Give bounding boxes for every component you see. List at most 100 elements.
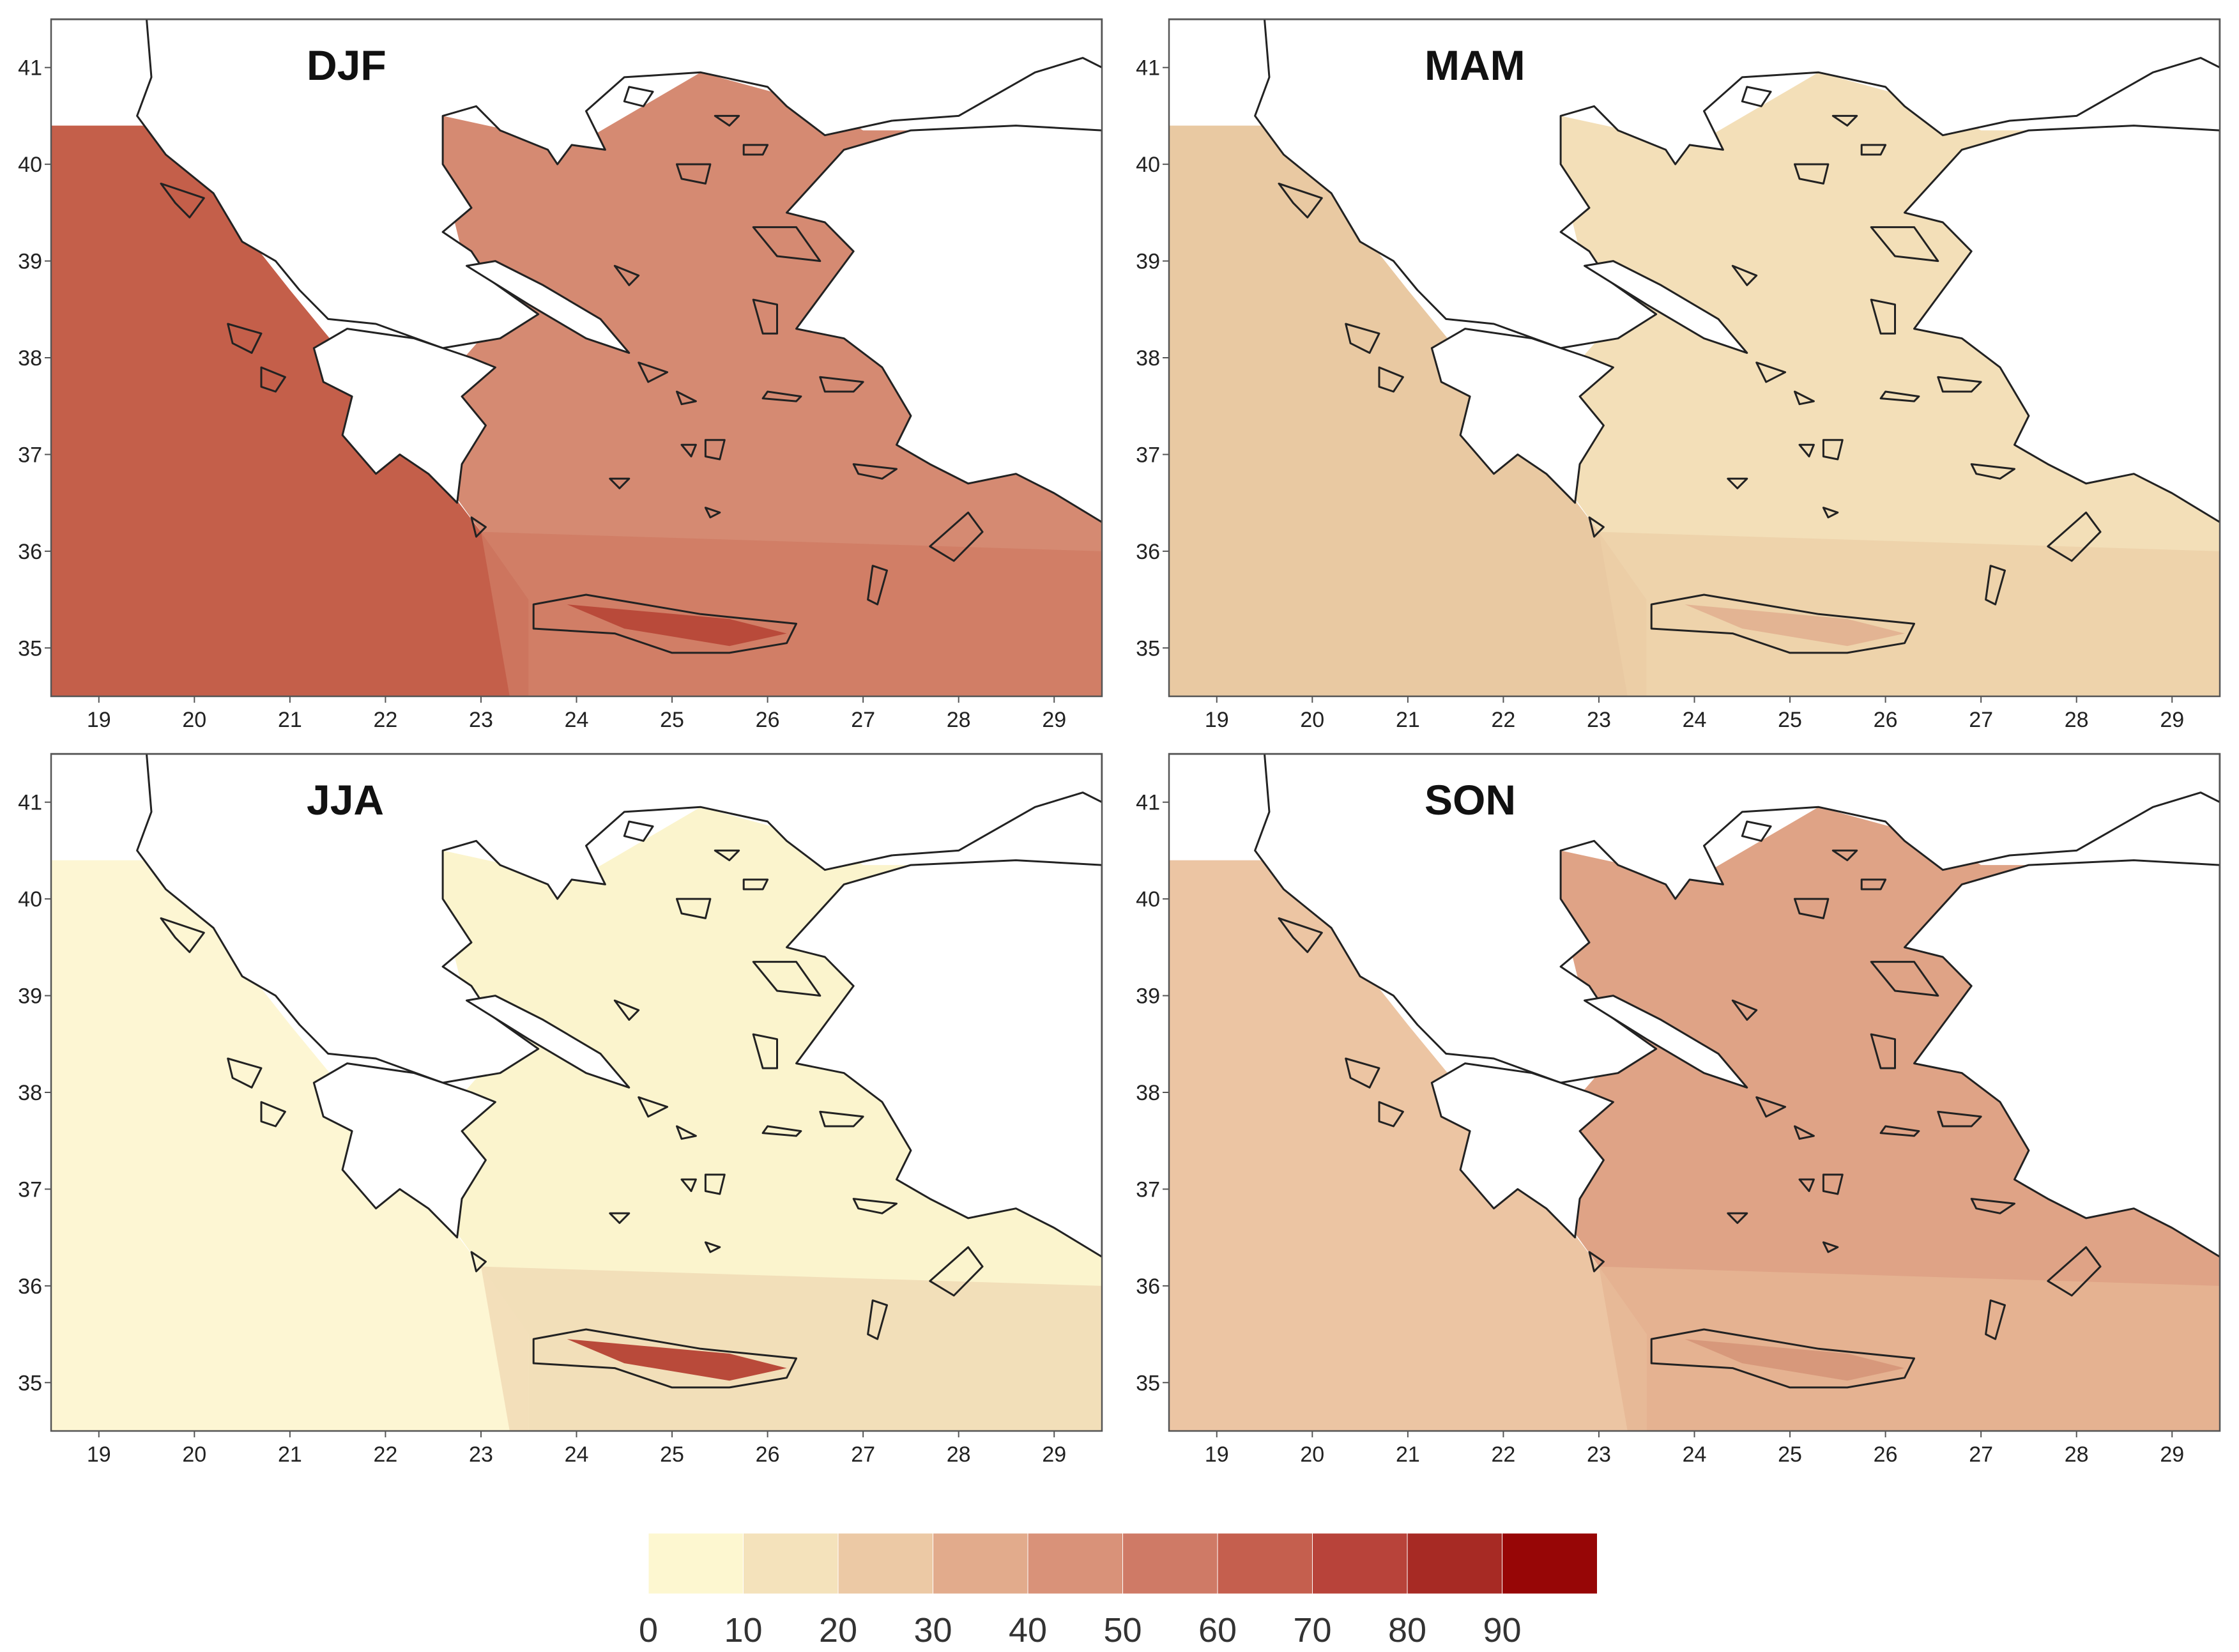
x-tick-label: 29: [2160, 708, 2184, 732]
colorbar-tick-label: 90: [1483, 1611, 1521, 1649]
island-outline: [676, 390, 697, 406]
island-outline: [752, 961, 821, 997]
sea-west-field: [51, 125, 529, 696]
island-outline: [819, 1110, 864, 1128]
island-outline: [1822, 507, 1839, 519]
colorbar-swatch: [1217, 1533, 1313, 1595]
south-sea-field: [481, 1266, 1102, 1431]
island-outline: [852, 463, 898, 480]
x-tick-label: 24: [1683, 1442, 1707, 1467]
land-outline: [1904, 125, 2220, 523]
island-outline: [752, 1033, 778, 1069]
x-tick-label: 28: [2065, 708, 2089, 732]
x-tick-label: 27: [851, 1442, 875, 1467]
y-tick-label: 38: [1136, 1081, 1160, 1105]
colorbar-tick-label: 70: [1293, 1611, 1331, 1649]
crete-hotspot: [567, 604, 787, 646]
season-label: DJF: [307, 42, 386, 89]
island-outline: [867, 1299, 888, 1340]
crete-outline: [532, 1328, 797, 1389]
island-outline: [1879, 1125, 1920, 1137]
island-outline: [704, 1174, 726, 1195]
x-tick-label: 28: [947, 1442, 971, 1467]
island-outline: [1860, 144, 1887, 156]
x-tick-label: 19: [87, 1442, 111, 1467]
island-outline: [1822, 1241, 1839, 1253]
crete-hotspot: [1685, 604, 1905, 646]
y-tick-label: 39: [18, 250, 42, 274]
x-tick-label: 24: [565, 708, 589, 732]
land-outline: [1904, 859, 2220, 1258]
field-son: [1169, 754, 2220, 1431]
y-tick-label: 40: [1136, 153, 1160, 177]
island-outline: [1937, 1110, 1982, 1128]
island-outline: [609, 1212, 630, 1224]
land-outline: [312, 1062, 496, 1239]
island-outline: [752, 298, 778, 335]
island-outline: [1794, 1125, 1815, 1140]
island-outline: [1831, 114, 1858, 127]
south-sea-field: [1599, 532, 2220, 696]
map-panel-jja: 19 20 21 22 23 24 25 26 27 28 29 35 36 37 38 39 40 41 JJA: [18, 753, 1103, 1467]
x-tick-label: 23: [469, 1442, 493, 1467]
y-tick-label: 37: [18, 443, 42, 467]
island-outline: [1831, 849, 1858, 862]
land-outline: [786, 125, 1102, 523]
island-outline: [623, 86, 654, 107]
y-tick-label: 40: [18, 153, 42, 177]
land-outline: [1169, 19, 2220, 349]
island-outline: [704, 439, 726, 461]
island-outline: [676, 1125, 697, 1140]
island-outline: [638, 1096, 669, 1118]
colorbar-swatch: [1502, 1533, 1598, 1595]
y-tick-label: 37: [18, 1177, 42, 1202]
y-tick-label: 35: [1136, 1371, 1160, 1395]
x-tick-label: 29: [1042, 708, 1066, 732]
island-outline: [1741, 820, 1772, 842]
field-mam: [1169, 19, 2220, 696]
island-outline: [761, 390, 802, 402]
island-outline: [609, 477, 630, 489]
field-djf: [51, 19, 1102, 696]
y-tick-label: 41: [18, 56, 42, 80]
island-outline: [1794, 163, 1830, 185]
y-tick-label: 35: [18, 1371, 42, 1395]
land-outline: [466, 995, 630, 1089]
island-outline: [260, 1101, 286, 1128]
x-tick-label: 28: [947, 708, 971, 732]
island-outline: [1378, 366, 1404, 393]
x-tick-label: 25: [660, 708, 684, 732]
island-outline: [1879, 390, 1920, 402]
x-tick-label: 25: [1778, 1442, 1802, 1467]
land-outline: [1430, 328, 1614, 504]
land-outline: [1430, 1062, 1614, 1239]
island-outline: [1937, 376, 1982, 393]
island-outline: [714, 849, 740, 862]
x-tick-label: 26: [756, 1442, 780, 1467]
island-outline: [819, 376, 864, 393]
island-outline: [1727, 477, 1748, 489]
y-tick-label: 35: [18, 636, 42, 661]
x-tick-label: 21: [278, 708, 302, 732]
x-tick-label: 27: [1969, 708, 1993, 732]
x-tick-label: 19: [87, 708, 111, 732]
map-panel-son: 19 20 21 22 23 24 25 26 27 28 29 35 36 37 38 39 40 41 SON: [1136, 753, 2221, 1467]
island-outline: [1378, 1101, 1404, 1128]
island-outline: [470, 1251, 487, 1273]
island-outline: [1970, 1198, 2015, 1214]
island-outline: [867, 565, 888, 606]
island-outline: [1727, 1212, 1748, 1224]
x-tick-label: 22: [1491, 1442, 1515, 1467]
island-outline: [704, 1241, 721, 1253]
island-outline: [2047, 1246, 2102, 1297]
field-jja: [51, 754, 1102, 1431]
island-outline: [1755, 1096, 1787, 1118]
island-outline: [1731, 999, 1758, 1021]
crete-outline: [1650, 593, 1915, 654]
land-outline: [1584, 260, 1748, 354]
island-outline: [1588, 516, 1605, 538]
island-outline: [1860, 878, 1887, 891]
colorbar-swatch: [1027, 1533, 1124, 1595]
crete-outline: [532, 593, 797, 654]
